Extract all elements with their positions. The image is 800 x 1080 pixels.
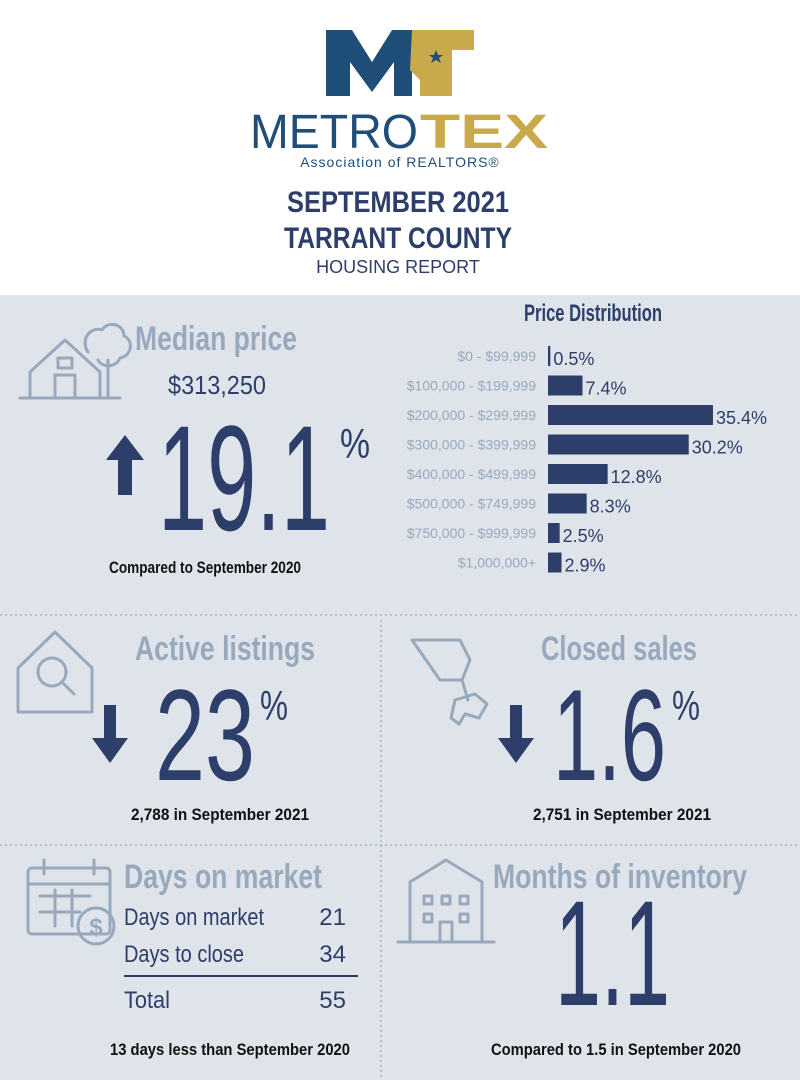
section-title: Median price bbox=[135, 320, 297, 358]
report-title: TARRANT COUNTY bbox=[284, 222, 512, 255]
median-price: $313,250 bbox=[168, 370, 266, 400]
category-label: $400,000 - $499,999 bbox=[407, 466, 536, 482]
value-label: 8.3% bbox=[590, 497, 631, 517]
value-label: 35.4% bbox=[716, 408, 767, 428]
logo-tagline: Association of REALTORS® bbox=[300, 154, 500, 170]
svg-text:$: $ bbox=[89, 914, 103, 941]
inventory-value: 1.1 bbox=[555, 869, 670, 1037]
note: 13 days less than September 2020 bbox=[110, 1040, 350, 1059]
change-unit: % bbox=[672, 682, 700, 729]
section-title: Active listings bbox=[135, 630, 315, 668]
row-label: Days on market bbox=[124, 904, 264, 931]
category-label: $300,000 - $399,999 bbox=[407, 437, 536, 453]
logo-text: TEX bbox=[420, 106, 548, 159]
down-arrow bbox=[92, 705, 128, 763]
up-arrow bbox=[106, 435, 144, 495]
calendar-icon: $ bbox=[26, 858, 116, 946]
down-arrow bbox=[498, 705, 534, 763]
bar bbox=[548, 523, 560, 543]
category-label: $500,000 - $749,999 bbox=[407, 496, 536, 512]
bar bbox=[548, 493, 587, 514]
price-distribution: $0 - $99,999 0.5% $100,000 - $199,999 7.4% $… bbox=[407, 346, 767, 576]
change-unit: % bbox=[260, 682, 288, 729]
bar bbox=[548, 434, 689, 455]
category-label: $1,000,000+ bbox=[458, 555, 536, 571]
bar bbox=[548, 375, 583, 396]
bar bbox=[548, 405, 713, 425]
building-icon bbox=[396, 858, 496, 944]
category-label: $0 - $99,999 bbox=[457, 348, 536, 364]
change-value: 23 bbox=[155, 662, 255, 808]
change-unit: % bbox=[340, 420, 370, 467]
value-label: 2.5% bbox=[563, 526, 604, 546]
note: Compared to 1.5 in September 2020 bbox=[491, 1040, 741, 1059]
value-label: 12.8% bbox=[611, 467, 662, 487]
value-label: 0.5% bbox=[553, 349, 594, 369]
report-subtitle: HOUSING REPORT bbox=[316, 257, 480, 277]
value-label: 30.2% bbox=[692, 438, 743, 458]
chart-title: Price Distribution bbox=[524, 300, 662, 327]
bar bbox=[548, 464, 608, 484]
section-title: Closed sales bbox=[541, 630, 697, 668]
change-value: 19.1 bbox=[158, 394, 330, 562]
total-value: 55 bbox=[319, 987, 346, 1014]
search-house-icon bbox=[16, 630, 94, 714]
logo-text: METRO bbox=[250, 106, 418, 159]
row-value: 21 bbox=[319, 904, 346, 931]
category-label: $750,000 - $999,999 bbox=[407, 525, 536, 541]
section-title: Days on market bbox=[124, 858, 322, 896]
note: 2,751 in September 2021 bbox=[533, 805, 711, 824]
value-label: 7.4% bbox=[585, 379, 626, 399]
panel bbox=[0, 295, 800, 1080]
row-value: 34 bbox=[319, 941, 346, 968]
house-icon bbox=[18, 322, 132, 400]
bar bbox=[548, 346, 551, 366]
bar bbox=[548, 552, 562, 573]
logo: METRO TEX Association of REALTORS® bbox=[250, 30, 548, 170]
category-label: $100,000 - $199,999 bbox=[407, 378, 536, 394]
report-title: SEPTEMBER 2021 bbox=[287, 186, 509, 219]
note: Compared to September 2020 bbox=[109, 558, 301, 577]
value-label: 2.9% bbox=[565, 556, 606, 576]
note: 2,788 in September 2021 bbox=[131, 805, 309, 824]
row-label: Days to close bbox=[124, 941, 244, 968]
key-icon bbox=[410, 638, 489, 726]
change-value: 1.6 bbox=[553, 662, 666, 808]
total-label: Total bbox=[124, 987, 170, 1014]
category-label: $200,000 - $299,999 bbox=[407, 407, 536, 423]
section-title: Months of inventory bbox=[493, 858, 747, 896]
